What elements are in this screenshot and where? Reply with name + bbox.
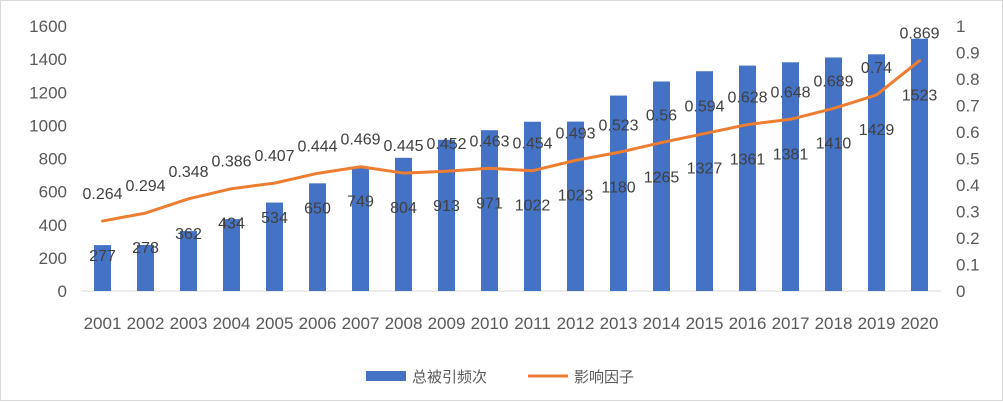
x-tick-label: 2002 — [127, 314, 165, 333]
y-axis-right: 0 0.1 0.2 0.3 0.4 0.5 0.6 0.7 0.8 0.9 1 — [956, 17, 980, 301]
x-tick-label: 2015 — [686, 314, 724, 333]
line-value-label: 0.463 — [469, 133, 509, 150]
line-value-label: 0.445 — [383, 138, 423, 155]
bar — [352, 167, 369, 291]
bar — [911, 39, 928, 291]
line-value-label: 0.628 — [727, 90, 767, 107]
y-right-tick-label: 0.6 — [956, 123, 980, 142]
x-tick-label: 2018 — [815, 314, 853, 333]
bar-value-label: 1381 — [773, 146, 809, 163]
x-tick-label: 2014 — [643, 314, 681, 333]
bar — [825, 57, 842, 291]
bar-value-label: 277 — [89, 248, 116, 265]
y-right-tick-label: 0.1 — [956, 256, 980, 275]
x-tick-label: 2008 — [385, 314, 423, 333]
y-left-tick-label: 1200 — [29, 83, 67, 102]
y-left-tick-label: 0 — [58, 282, 67, 301]
x-tick-label: 2004 — [213, 314, 251, 333]
y-right-tick-label: 0.5 — [956, 150, 980, 169]
bar — [395, 158, 412, 291]
line-value-label: 0.493 — [555, 125, 595, 142]
bar-value-label: 1265 — [644, 170, 680, 187]
line-value-label: 0.452 — [426, 136, 466, 153]
line-value-label: 0.444 — [297, 138, 337, 155]
legend: 总被引频次 影响因子 — [366, 368, 634, 386]
line-value-label: 0.689 — [813, 73, 853, 90]
bar-value-label: 1523 — [902, 88, 938, 105]
bar-value-label: 362 — [175, 226, 202, 243]
x-tick-label: 2013 — [600, 314, 638, 333]
y-left-tick-label: 1600 — [29, 17, 67, 36]
y-left-tick-label: 1400 — [29, 50, 67, 69]
y-right-tick-label: 0.2 — [956, 229, 980, 248]
y-axis-left: 0 200 400 600 800 1000 1200 1400 1600 — [29, 17, 67, 301]
y-right-tick-label: 0.7 — [956, 97, 980, 116]
line-value-label: 0.74 — [861, 60, 892, 77]
line-value-label: 0.523 — [598, 117, 638, 134]
line-value-label: 0.386 — [211, 154, 251, 171]
bar-value-label: 804 — [390, 200, 417, 217]
line-value-label: 0.294 — [125, 178, 165, 195]
y-right-tick-label: 1 — [956, 17, 965, 36]
legend-bar-label: 总被引频次 — [412, 368, 487, 386]
line-value-label: 0.56 — [646, 108, 677, 125]
line-value-label: 0.454 — [512, 136, 552, 153]
x-tick-label: 2012 — [557, 314, 595, 333]
bar-value-label: 1180 — [601, 179, 636, 196]
y-right-tick-label: 0.8 — [956, 70, 980, 89]
x-axis-ticks: 2001 2002 2003 2004 2005 2006 2007 2008 2009 2010… — [84, 314, 939, 333]
line-value-label: 0.348 — [168, 164, 208, 181]
bar-value-label: 534 — [261, 210, 288, 227]
x-tick-label: 2020 — [901, 314, 939, 333]
line-value-label: 0.594 — [684, 99, 724, 116]
bar-value-label: 278 — [132, 240, 159, 257]
x-tick-label: 2016 — [729, 314, 767, 333]
x-tick-label: 2001 — [84, 314, 122, 333]
x-tick-label: 2005 — [256, 314, 294, 333]
bar-value-label: 1327 — [687, 161, 723, 178]
y-left-tick-label: 400 — [39, 216, 67, 235]
bar-value-label: 749 — [347, 194, 374, 211]
x-tick-label: 2006 — [299, 314, 337, 333]
x-tick-label: 2009 — [428, 314, 466, 333]
bar-value-label: 1023 — [558, 187, 594, 204]
bar-value-label: 1022 — [515, 198, 551, 215]
line-value-label: 0.648 — [770, 84, 810, 101]
y-left-tick-label: 800 — [39, 150, 67, 169]
bar-value-label: 971 — [476, 195, 503, 212]
bar-value-label: 1361 — [730, 152, 766, 169]
line-value-label: 0.869 — [899, 26, 939, 43]
y-right-tick-label: 0.4 — [956, 176, 980, 195]
y-left-tick-label: 600 — [39, 183, 67, 202]
bar — [567, 122, 584, 291]
y-right-tick-label: 0.9 — [956, 44, 980, 63]
x-tick-label: 2011 — [514, 314, 551, 333]
legend-line-label: 影响因子 — [574, 368, 634, 386]
x-tick-label: 2017 — [772, 314, 810, 333]
bar-value-label: 434 — [218, 216, 245, 233]
bar-value-label: 1410 — [816, 135, 852, 152]
x-tick-label: 2019 — [858, 314, 896, 333]
y-left-tick-label: 1000 — [29, 116, 67, 135]
line-value-label: 0.469 — [340, 132, 380, 149]
x-tick-label: 2003 — [170, 314, 208, 333]
bar — [438, 140, 455, 291]
bar-value-label: 650 — [304, 200, 331, 217]
bar-value-label: 1429 — [859, 122, 895, 139]
y-right-tick-label: 0.3 — [956, 203, 980, 222]
y-left-tick-label: 200 — [39, 249, 67, 268]
line-value-label: 0.407 — [254, 148, 294, 165]
legend-bar-swatch — [366, 371, 406, 381]
x-tick-label: 2007 — [342, 314, 380, 333]
y-right-tick-label: 0 — [956, 282, 965, 301]
line-value-label: 0.264 — [82, 186, 122, 203]
bar-value-label: 913 — [433, 198, 460, 215]
x-tick-label: 2010 — [471, 314, 509, 333]
